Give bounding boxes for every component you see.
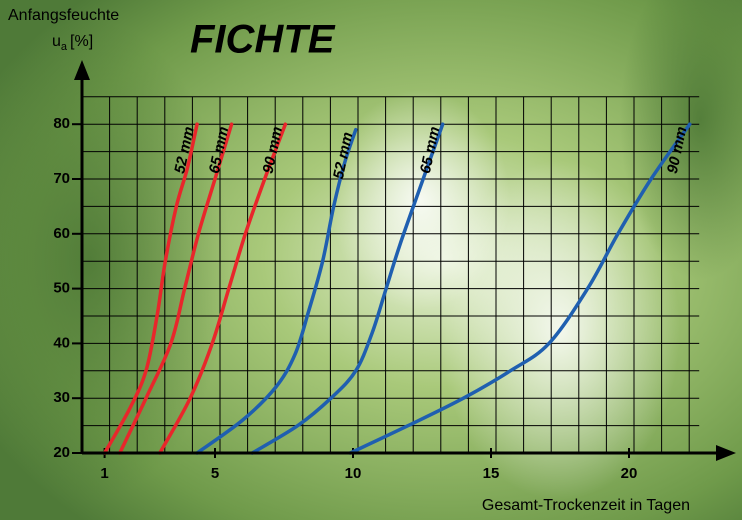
series-line [102, 122, 199, 455]
x-tick-label: 20 [621, 465, 638, 482]
unit-text: [%] [70, 33, 93, 50]
y-axis-arrow [74, 60, 90, 80]
series-line [195, 127, 358, 455]
x-tick-label: 5 [211, 465, 219, 482]
y-tick-label: 60 [53, 225, 70, 242]
series-line [158, 122, 288, 455]
background-shade [0, 20, 230, 500]
grid [72, 96, 700, 458]
x-tick-label: 10 [345, 465, 362, 482]
background-light [330, 90, 510, 310]
x-axis-arrow [716, 445, 736, 461]
background-shade [620, 0, 742, 280]
y-tick-label: 20 [53, 444, 70, 461]
x-tick-label: 1 [100, 465, 108, 482]
x-tick-label: 15 [483, 465, 500, 482]
y-tick-label: 50 [53, 280, 70, 297]
y-axis-unit: ua [%] [52, 33, 93, 53]
y-tick-label: 40 [53, 334, 70, 351]
x-axis-label: Gesamt-Trockenzeit in Tagen [482, 497, 690, 514]
series-line [118, 122, 234, 455]
y-tick-label: 80 [53, 115, 70, 132]
series-line [348, 122, 692, 455]
series-line [250, 122, 445, 455]
y-tick-label: 70 [53, 170, 70, 187]
unit-subscript: a [61, 41, 68, 53]
chart-title: FICHTE [190, 18, 336, 62]
unit-symbol: u [52, 33, 61, 50]
curves [102, 122, 692, 455]
y-tick-label: 30 [53, 389, 70, 406]
y-axis-label: Anfangsfeuchte [8, 7, 119, 24]
